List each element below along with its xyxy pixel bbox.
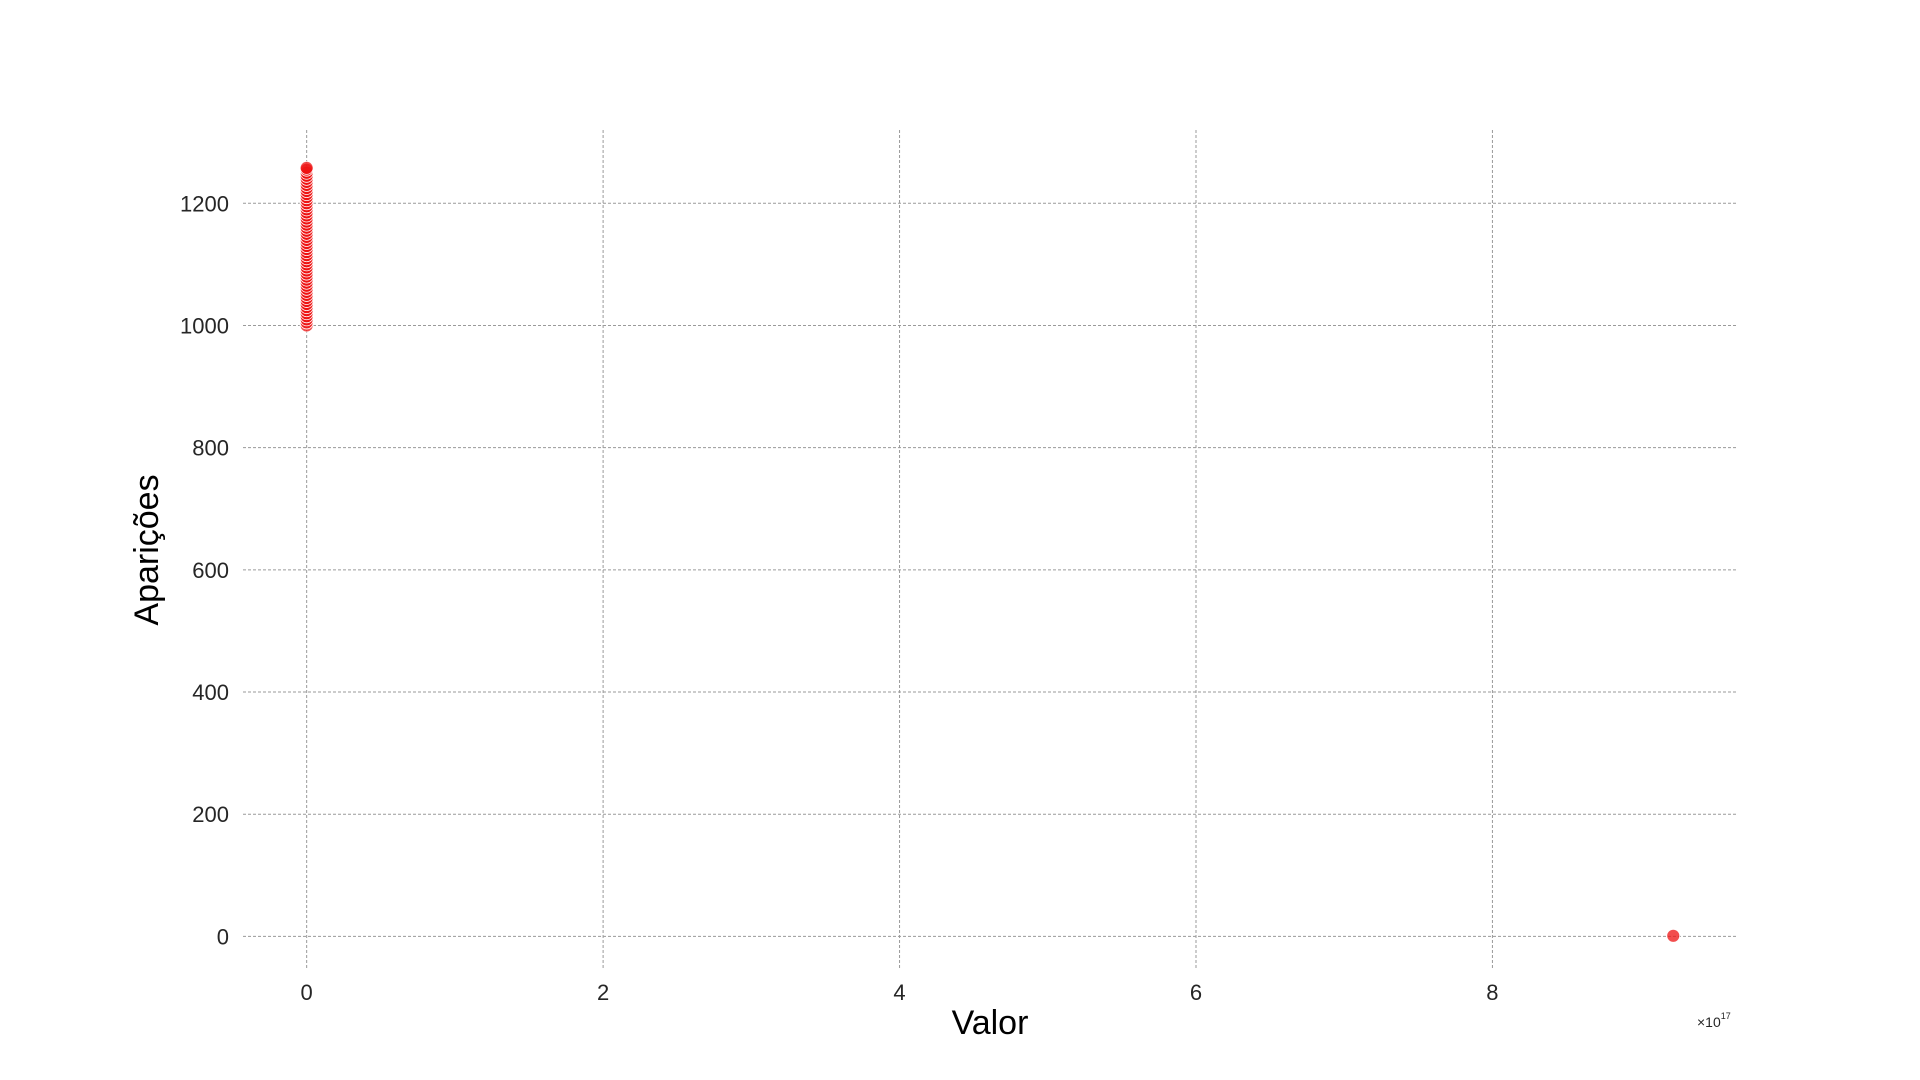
x-tick-label: 8 <box>1486 980 1498 1005</box>
y-tick-label: 600 <box>192 558 229 583</box>
y-tick-label: 400 <box>192 680 229 705</box>
y-tick-label: 0 <box>217 924 229 949</box>
y-tick-label: 800 <box>192 436 229 461</box>
data-point <box>1666 928 1681 943</box>
x-axis-offset-label: ×1017 <box>1697 1011 1731 1030</box>
x-axis-ticks: 0 2 4 6 8 <box>301 980 1499 1005</box>
y-tick-label: 1200 <box>180 191 229 216</box>
grid <box>243 130 1737 970</box>
data-points <box>299 160 1681 943</box>
x-axis-offset-base: ×10 <box>1697 1014 1721 1030</box>
y-axis-label: Aparições <box>128 474 166 625</box>
x-axis-label: Valor <box>952 1004 1029 1042</box>
y-tick-label: 1000 <box>180 313 229 338</box>
x-axis-offset-exponent: 17 <box>1721 1011 1731 1021</box>
x-tick-label: 0 <box>301 980 313 1005</box>
x-tick-label: 4 <box>893 980 905 1005</box>
data-point <box>299 160 314 175</box>
x-tick-label: 2 <box>597 980 609 1005</box>
y-tick-label: 200 <box>192 802 229 827</box>
x-tick-label: 6 <box>1190 980 1202 1005</box>
y-axis-ticks: 0 200 400 600 800 1000 1200 <box>180 191 229 949</box>
